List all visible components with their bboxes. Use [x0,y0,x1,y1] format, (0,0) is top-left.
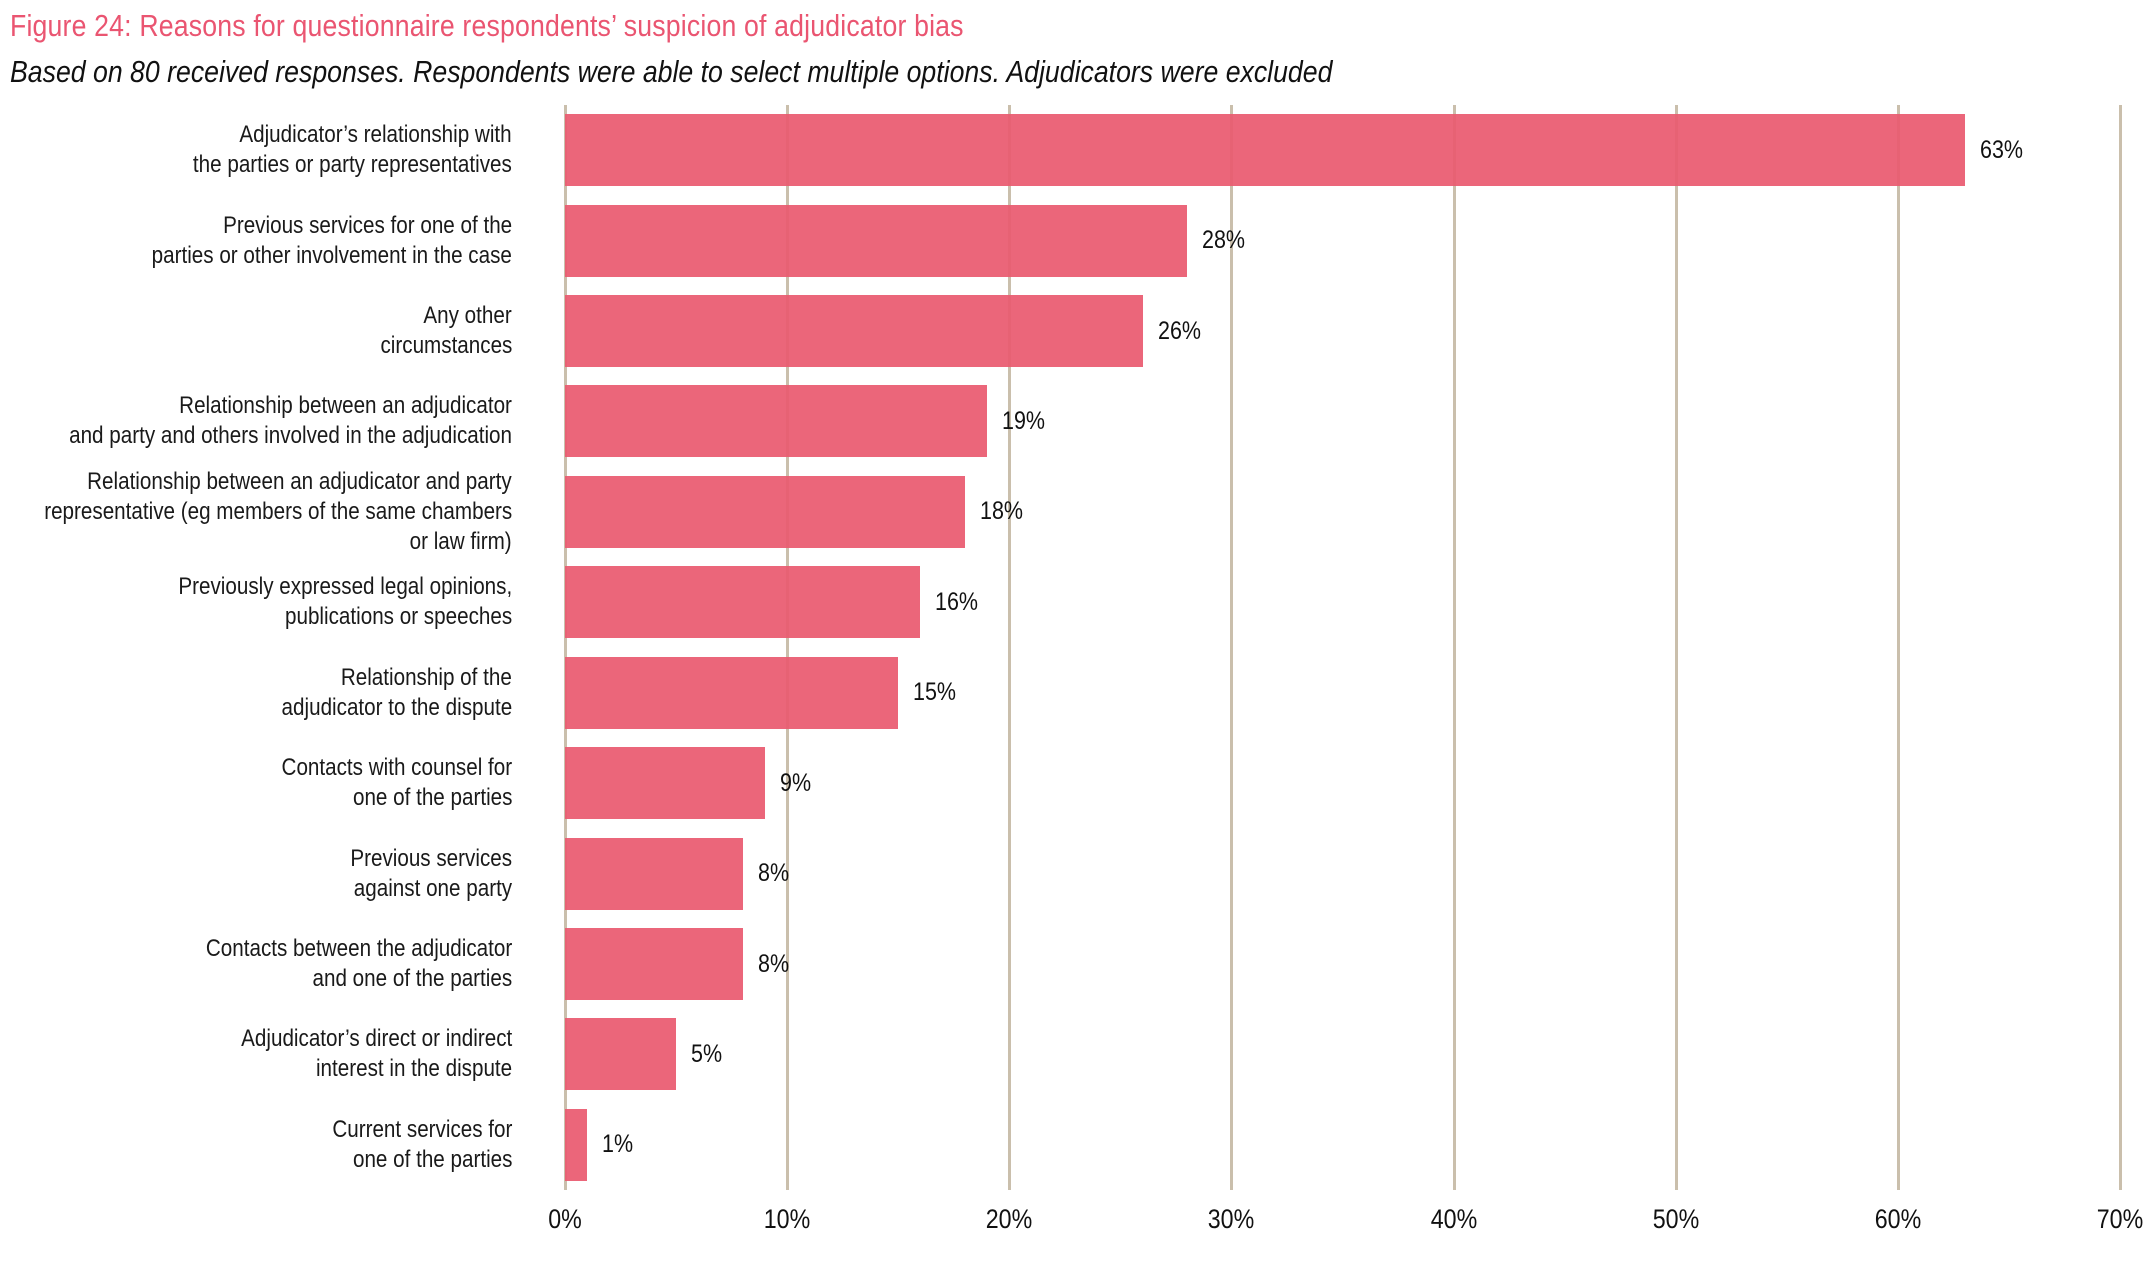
figure-subtitle: Based on 80 received responses. Responde… [10,54,1548,90]
figure-title: Figure 24: Reasons for questionnaire res… [10,8,1119,44]
gridline [564,105,567,1190]
value-label: 18% [979,497,1023,526]
category-label-line: adjudicator to the dispute [281,693,512,721]
gridline [1008,105,1012,1190]
category-label-line: Relationship between an adjudicator and … [87,467,512,495]
bar [565,1108,588,1181]
category-label-line: representative (eg members of the same c… [43,497,512,525]
x-tick-label: 50% [1652,1204,1699,1234]
category-label-line: interest in the dispute [315,1055,512,1083]
bar-row: 1% [565,1100,2120,1190]
gridline [786,105,790,1190]
bar-row: 19% [565,376,2120,466]
category-label-line: against one party [353,874,512,902]
figure-title-text: Figure 24: Reasons for questionnaire res… [10,8,964,43]
gridline [2119,105,2122,1190]
category-label-line: Previous services for one of the [222,211,512,239]
category-label: Relationship between an adjudicator and … [0,467,512,557]
bar [565,204,1187,277]
bar-row: 8% [565,919,2120,1009]
category-label-line: Relationship of the [341,663,512,691]
category-label-line: Any other [423,302,512,330]
bar-row: 18% [565,467,2120,557]
value-label: 28% [1202,226,1246,255]
bar-row: 16% [565,557,2120,647]
category-label-line: Contacts with counsel for [281,754,512,782]
category-label: Previous services for one of the parties … [0,195,512,285]
bar-row: 28% [565,195,2120,285]
value-label: 16% [935,587,979,616]
category-label-line: parties or other involvement in the case [151,241,512,269]
bar [565,475,965,548]
bar-row: 8% [565,828,2120,918]
bar [565,566,921,639]
value-label: 1% [602,1130,634,1159]
category-label-line: one of the parties [352,1145,512,1173]
category-label-line: the parties or party representatives [193,151,512,179]
category-label: Relationship of the adjudicator to the di… [0,648,512,738]
plot-area: 63% 28% 26% 19% 18% 16% 15% 9% 8% 8% 5% 1% [564,105,2122,1190]
category-label: Contacts between the adjudicator and one … [0,919,512,1009]
bar [565,385,988,458]
category-label-line: circumstances [380,332,512,360]
category-label: Previously expressed legal opinions, publ… [0,557,512,647]
category-label-line: Previous services [350,844,512,872]
bar [565,837,743,910]
gridline [1896,105,1900,1190]
x-tick-label: 30% [1208,1204,1255,1234]
gridline [1674,105,1678,1190]
value-label: 9% [779,768,812,797]
x-tick-label: 40% [1430,1204,1477,1234]
category-label-line: publications or speeches [284,603,512,631]
bar [565,928,743,1000]
category-label-line: Previously expressed legal opinions, [178,573,512,601]
value-label: 8% [757,949,789,978]
category-label-line: Adjudicator’s relationship with [239,121,512,149]
bar-row: 26% [565,286,2120,376]
category-labels-column: Adjudicator’s relationship with the parti… [0,105,512,1190]
category-label-line: Contacts between the adjudicator [205,935,512,962]
value-label: 26% [1157,316,1201,345]
bar [565,747,765,820]
value-label: 63% [1979,135,2023,164]
value-label: 19% [1002,406,1046,435]
bar [565,295,1143,368]
category-label-line: Relationship between an adjudicator [179,392,512,420]
x-tick-label: 70% [2096,1204,2144,1234]
category-label: Contacts with counsel for one of the part… [0,738,512,828]
category-label-line: Current services for [331,1115,512,1143]
bar-row: 5% [565,1009,2120,1099]
category-label-line: Adjudicator’s direct or indirect [240,1025,512,1053]
x-tick-label: 10% [763,1204,811,1234]
category-label: Current services for one of the parties [0,1100,512,1190]
category-label: Adjudicator’s direct or indirect interest… [0,1009,512,1099]
value-label: 15% [913,678,957,707]
bar-row: 15% [565,648,2120,738]
bar [565,1018,677,1091]
bars-column: 63% 28% 26% 19% 18% 16% 15% 9% 8% 8% 5% 1% [565,105,2120,1190]
category-label: Adjudicator’s relationship with the parti… [0,105,512,195]
category-label: Any other circumstances [0,286,512,376]
x-tick-label: 60% [1874,1204,1922,1234]
x-axis: 0% 10% 20% 30% 40% 50% 60% 70% [548,1204,2143,1254]
category-label: Relationship between an adjudicator and p… [0,376,512,466]
gridline [1230,105,1234,1190]
figure-subtitle-text: Based on 80 received responses. Responde… [10,54,1333,89]
category-label-line: and one of the parties [312,965,512,992]
bar-row: 9% [565,738,2120,828]
category-label: Previous services against one party [0,828,512,918]
x-tick-label: 20% [986,1204,1033,1234]
bar [565,656,899,729]
category-label-line: or law firm) [409,527,512,555]
value-label: 8% [757,859,789,888]
x-tick-label: 0% [548,1204,582,1234]
bar [565,114,1965,187]
bar-row: 63% [565,105,2120,195]
value-label: 5% [691,1039,723,1068]
category-label-line: one of the parties [352,784,512,812]
category-label-line: and party and others involved in the adj… [69,422,512,450]
gridline [1452,105,1456,1190]
